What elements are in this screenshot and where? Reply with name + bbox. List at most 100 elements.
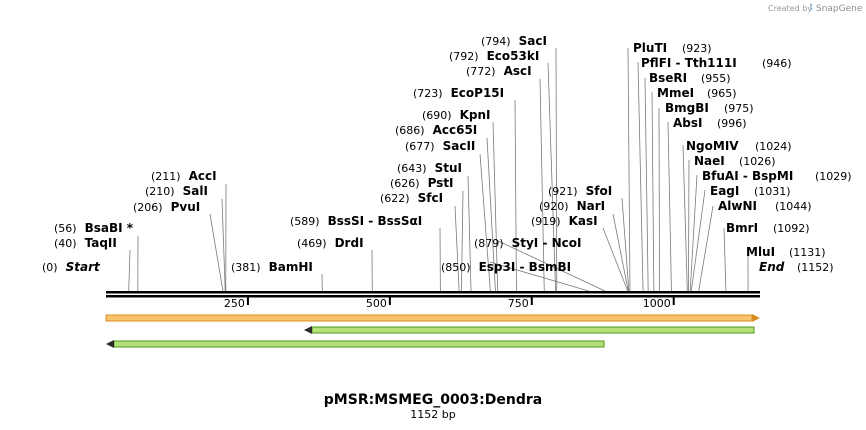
backbone[interactable] bbox=[106, 291, 760, 298]
site-connector-styi bbox=[495, 239, 606, 292]
tick-label: 750 bbox=[508, 297, 529, 310]
site-label-sfoi[interactable]: (921) SfoI bbox=[548, 184, 612, 198]
site-position: (622) bbox=[380, 192, 410, 205]
site-label-pvui[interactable]: (206) PvuI bbox=[133, 200, 200, 214]
site-position: (923) bbox=[682, 42, 712, 55]
site-position: (589) bbox=[290, 215, 320, 228]
site-label-ecop15i[interactable]: (723) EcoP15I bbox=[413, 86, 504, 100]
site-label-bsabi[interactable]: (56) BsaBI * bbox=[54, 221, 134, 235]
site-connector-pvui bbox=[209, 213, 224, 292]
features bbox=[105, 314, 760, 348]
site-position: (0) bbox=[42, 261, 58, 274]
site-name: BamHI bbox=[269, 260, 313, 274]
site-position: (1024) bbox=[755, 140, 792, 153]
site-label-esp3i[interactable]: (850) Esp3I - BsmBI bbox=[441, 260, 571, 274]
tick-label: 250 bbox=[224, 297, 245, 310]
site-position: (850) bbox=[441, 261, 471, 274]
site-label-pflfi[interactable]: PflFI - Tth111I (946) bbox=[641, 56, 792, 70]
site-label-kpni[interactable]: (690) KpnI bbox=[422, 108, 491, 122]
site-label-saci[interactable]: (794) SacI bbox=[481, 34, 547, 48]
site-position: (1152) bbox=[797, 261, 834, 274]
site-label-bamhi[interactable]: (381) BamHI bbox=[231, 260, 313, 274]
site-label-eco53ki[interactable]: (792) Eco53kI bbox=[449, 49, 539, 63]
tick-label: 1000 bbox=[643, 297, 671, 310]
site-position: (40) bbox=[54, 237, 77, 250]
site-label-sali[interactable]: (210) SalI bbox=[145, 184, 208, 198]
site-position: (879) bbox=[474, 237, 504, 250]
site-label-mmei[interactable]: MmeI (965) bbox=[657, 86, 737, 100]
site-label-kasi[interactable]: (919) KasI bbox=[531, 214, 598, 228]
site-name: StyI - NcoI bbox=[512, 236, 582, 250]
site-label-naei[interactable]: NaeI (1026) bbox=[694, 154, 776, 168]
site-label-pluti[interactable]: PluTI (923) bbox=[633, 41, 712, 55]
site-name: NaeI bbox=[694, 154, 725, 168]
site-label-absi[interactable]: AbsI (996) bbox=[673, 116, 747, 130]
site-name: NarI bbox=[577, 199, 606, 213]
site-label-acci[interactable]: (211) AccI bbox=[151, 169, 217, 183]
site-position: (965) bbox=[707, 87, 737, 100]
site-name: DrdI bbox=[335, 236, 364, 250]
site-position: (210) bbox=[145, 185, 175, 198]
site-position: (921) bbox=[548, 185, 578, 198]
feature-orange[interactable] bbox=[105, 314, 760, 322]
ruler-ticks: 250 500 750 1000 bbox=[224, 297, 675, 310]
site-label-bfuai[interactable]: BfuAI - BspMI (1029) bbox=[702, 169, 852, 183]
site-connector-pluti bbox=[627, 47, 631, 292]
feature-green-reverse-1[interactable] bbox=[304, 326, 755, 334]
backbone-top-strand bbox=[106, 291, 760, 294]
site-label-nari[interactable]: (920) NarI bbox=[539, 199, 605, 213]
site-name: MmeI bbox=[657, 86, 694, 100]
site-connector-bseri bbox=[644, 77, 649, 292]
created-by-credit: Created by SnapGene bbox=[768, 3, 863, 14]
site-label-styi[interactable]: (879) StyI - NcoI bbox=[474, 236, 581, 250]
site-label-asci[interactable]: (772) AscI bbox=[466, 64, 532, 78]
site-name: BfuAI - BspMI bbox=[702, 169, 793, 183]
site-connector-alwni bbox=[698, 205, 714, 292]
site-name: NgoMIV bbox=[686, 139, 739, 153]
site-connector-ngomiv bbox=[682, 144, 688, 292]
site-connector-acc65i bbox=[486, 137, 496, 292]
site-position: (996) bbox=[717, 117, 747, 130]
site-label-eagi[interactable]: EagI (1031) bbox=[710, 184, 791, 198]
site-label-psti[interactable]: (626) PstI bbox=[390, 176, 454, 190]
site-name: AbsI bbox=[673, 116, 702, 130]
site-label-bseri[interactable]: BseRI (955) bbox=[649, 71, 731, 85]
site-name: SalI bbox=[183, 184, 208, 198]
site-name: Eco53kI bbox=[487, 49, 540, 63]
credit-brand: SnapGene bbox=[816, 4, 863, 14]
site-name: SfcI bbox=[418, 191, 443, 205]
site-position: (1092) bbox=[773, 222, 810, 235]
site-label-start[interactable]: (0) Start bbox=[42, 260, 101, 274]
site-name: AscI bbox=[504, 64, 532, 78]
site-position: (772) bbox=[466, 65, 496, 78]
site-label-acc65i[interactable]: (686) Acc65I bbox=[395, 123, 477, 137]
site-label-bsssi[interactable]: (589) BssSI - BssSαI bbox=[290, 214, 422, 228]
site-connector-stui bbox=[467, 175, 472, 292]
site-label-end[interactable]: End (1152) bbox=[759, 260, 834, 274]
site-label-bmgbi[interactable]: BmgBI (975) bbox=[665, 101, 754, 115]
site-label-sfci[interactable]: (622) SfcI bbox=[380, 191, 443, 205]
site-connector-bmgbi bbox=[658, 107, 660, 292]
site-connector-saci bbox=[555, 47, 558, 292]
site-label-drdi[interactable]: (469) DrdI bbox=[297, 236, 364, 250]
site-label-ngomiv[interactable]: NgoMIV (1024) bbox=[686, 139, 792, 153]
site-label-alwni[interactable]: AlwNI (1044) bbox=[718, 199, 812, 213]
site-connector-eagi bbox=[690, 189, 706, 292]
site-connectors bbox=[128, 47, 749, 292]
site-connector-taqii bbox=[128, 249, 131, 292]
site-position: (381) bbox=[231, 261, 261, 274]
feature-green-2-arrow-icon bbox=[106, 340, 114, 348]
site-connector-sfoi bbox=[621, 197, 630, 292]
site-label-taqii[interactable]: (40) TaqII bbox=[54, 236, 117, 250]
feature-green-reverse-2[interactable] bbox=[106, 340, 605, 348]
site-connector-sali bbox=[221, 198, 226, 292]
site-position: (1044) bbox=[775, 200, 812, 213]
site-label-mlui[interactable]: MluI (1131) bbox=[746, 245, 826, 259]
site-connector-esp3i bbox=[489, 261, 589, 292]
site-label-sacii[interactable]: (677) SacII bbox=[405, 139, 475, 153]
site-label-bmri[interactable]: BmrI (1092) bbox=[726, 221, 810, 235]
site-label-stui[interactable]: (643) StuI bbox=[397, 161, 462, 175]
site-name: AccI bbox=[189, 169, 217, 183]
site-connector-sacii bbox=[479, 153, 491, 292]
